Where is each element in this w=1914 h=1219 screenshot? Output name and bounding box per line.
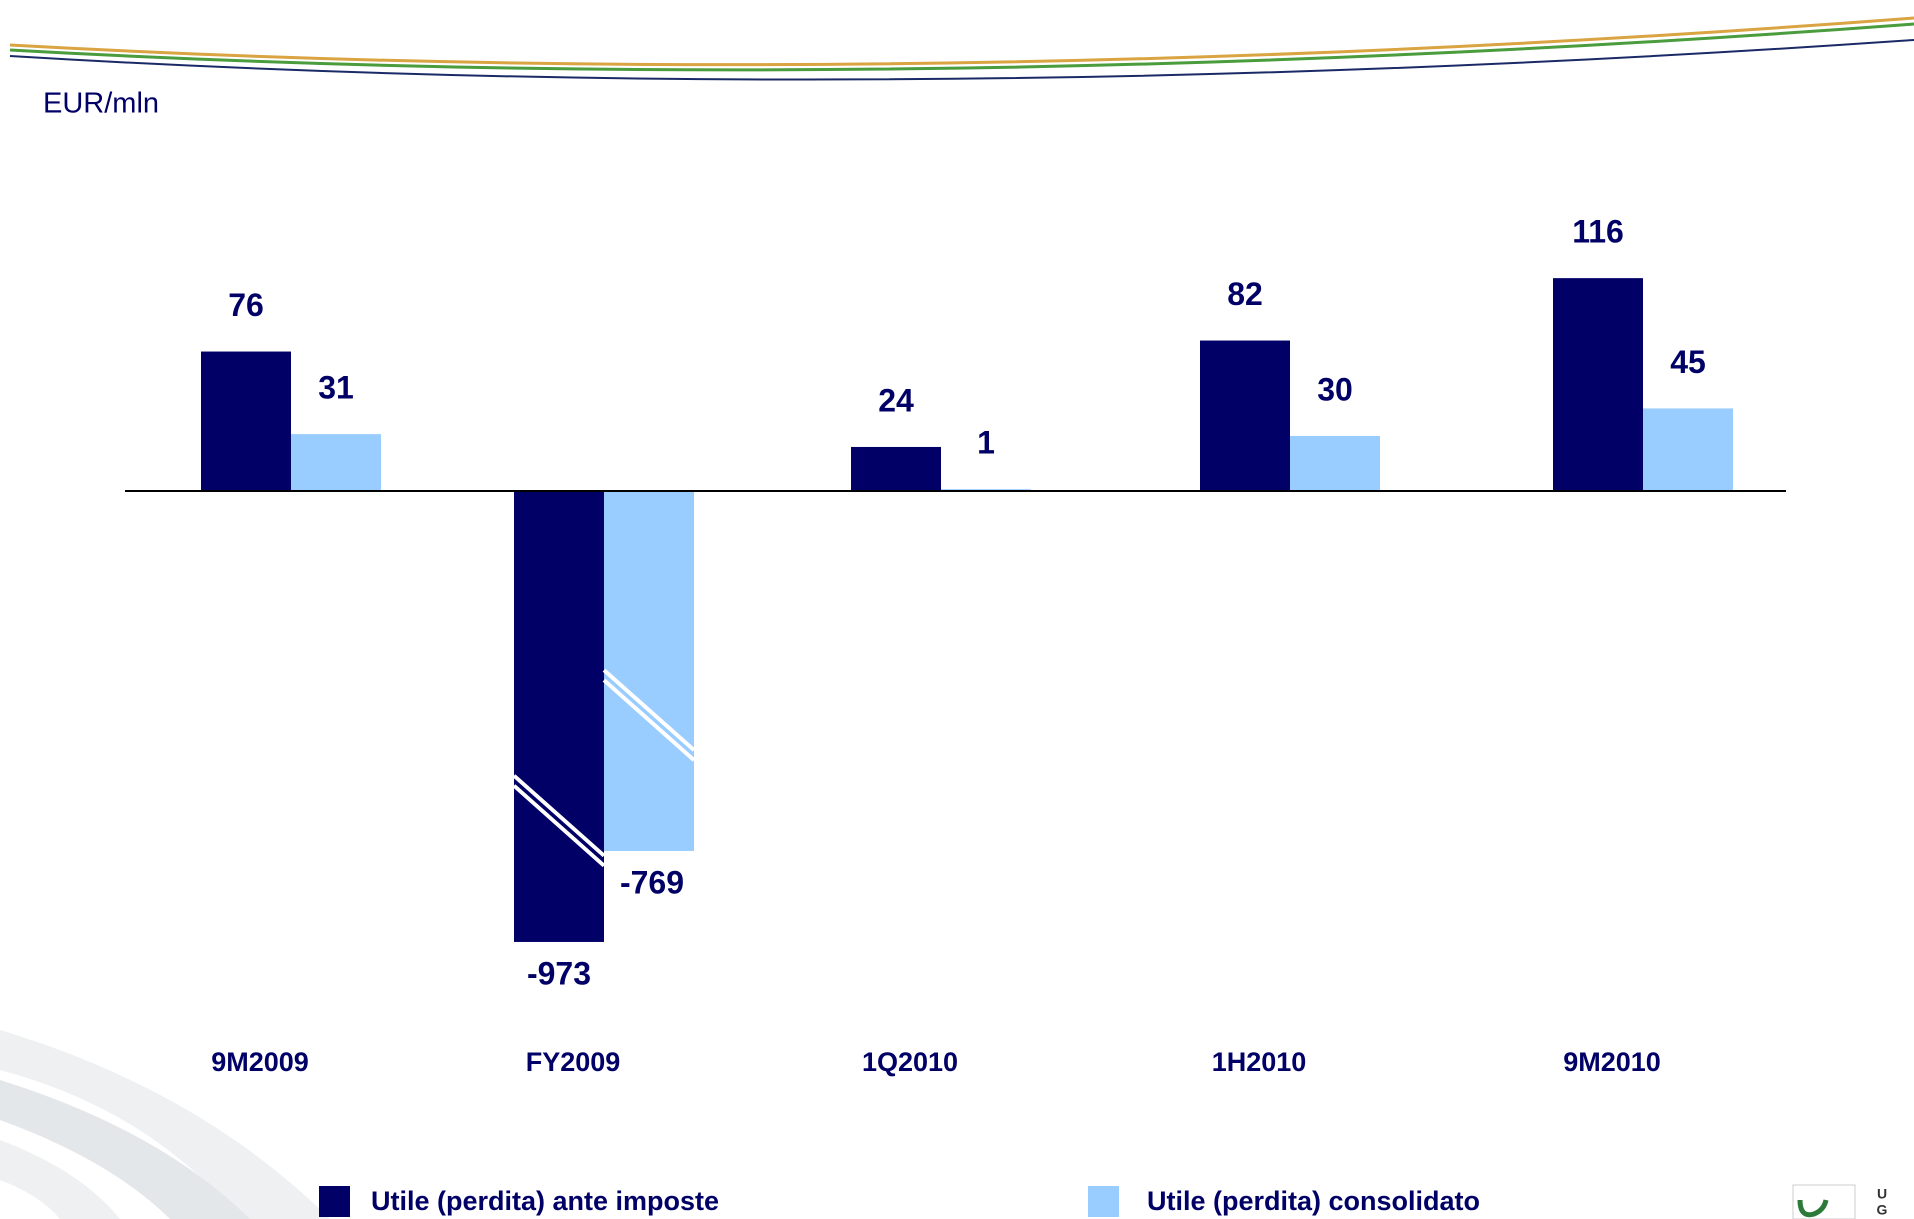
bar bbox=[1643, 408, 1733, 491]
data-label: -769 bbox=[620, 864, 684, 900]
data-label: 1 bbox=[977, 425, 995, 461]
bar bbox=[201, 351, 291, 491]
svg-text:G: G bbox=[1877, 1202, 1888, 1218]
axis-break bbox=[602, 668, 696, 752]
data-label: 31 bbox=[318, 370, 354, 406]
legend-label: Utile (perdita) ante imposte bbox=[371, 1186, 719, 1216]
data-label: 116 bbox=[1572, 214, 1624, 250]
x-tick-label: FY2009 bbox=[526, 1047, 621, 1077]
data-label: 45 bbox=[1670, 344, 1706, 380]
data-label: 24 bbox=[878, 382, 914, 418]
unit-label: EUR/mln bbox=[43, 88, 159, 120]
logo: U G bbox=[1792, 1184, 1888, 1219]
x-tick-label: 1Q2010 bbox=[862, 1047, 958, 1077]
axis-break bbox=[512, 784, 606, 868]
x-tick-label: 9M2009 bbox=[211, 1047, 309, 1077]
legend-swatch bbox=[319, 1186, 350, 1217]
bar bbox=[604, 491, 694, 851]
bar bbox=[514, 491, 604, 942]
bar bbox=[851, 446, 941, 491]
data-label: -973 bbox=[527, 955, 591, 991]
legend-swatch bbox=[1088, 1186, 1119, 1217]
data-label: 30 bbox=[1317, 371, 1353, 407]
bar bbox=[1200, 340, 1290, 491]
bar bbox=[1290, 435, 1380, 491]
axis-break bbox=[512, 774, 606, 858]
data-label: 76 bbox=[228, 287, 264, 323]
x-tick-label: 1H2010 bbox=[1212, 1047, 1307, 1077]
data-label: 82 bbox=[1227, 276, 1263, 312]
x-tick-label: 9M2010 bbox=[1563, 1047, 1661, 1077]
background-decoration bbox=[0, 16, 1914, 1219]
svg-text:U: U bbox=[1877, 1186, 1887, 1202]
axis-break bbox=[602, 678, 696, 762]
bar bbox=[291, 434, 381, 491]
legend-label: Utile (perdita) consolidato bbox=[1147, 1186, 1480, 1216]
bar bbox=[1553, 278, 1643, 491]
